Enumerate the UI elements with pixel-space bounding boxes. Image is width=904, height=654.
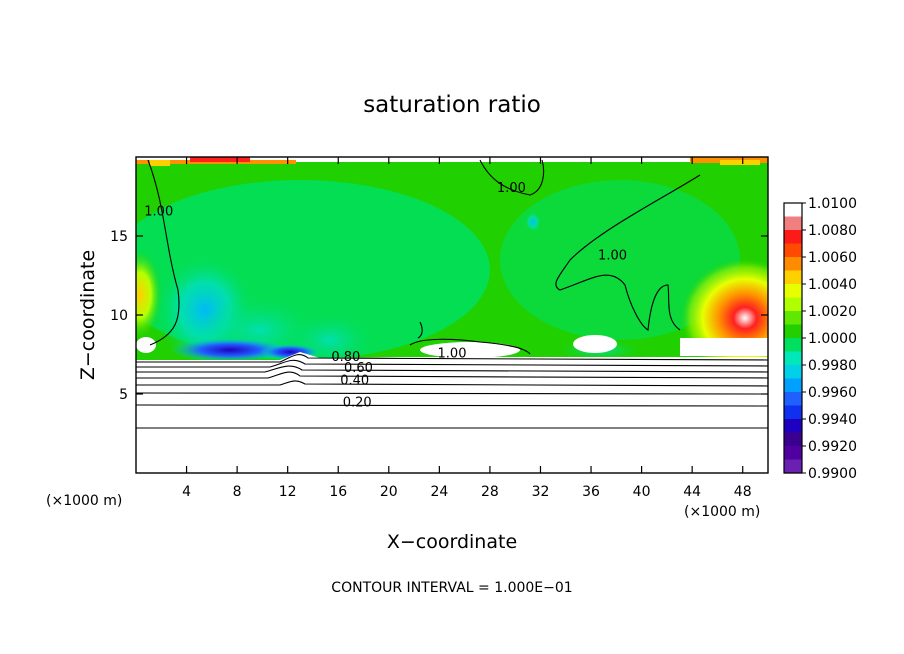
x-tick-label: 48 (734, 484, 752, 500)
colorbar-swatch (784, 284, 802, 299)
contour-label: 0.40 (340, 374, 369, 389)
colorbar-swatch (784, 243, 802, 258)
colorbar-swatch (784, 365, 802, 380)
y-tick-label: 10 (110, 308, 128, 324)
colorbar-swatch (784, 311, 802, 326)
x-unit-right: (×1000 m) (684, 504, 760, 520)
colorbar-swatch (784, 257, 802, 272)
colorbar-label: 0.9960 (808, 385, 857, 401)
colorbar-label: 1.0020 (808, 304, 857, 320)
x-tick-label: 32 (532, 484, 550, 500)
x-tick-label: 40 (633, 484, 651, 500)
colorbar-swatch (784, 324, 802, 339)
x-tick-label: 16 (329, 484, 347, 500)
colorbar-label: 0.9980 (808, 358, 857, 374)
x-tick-label: 44 (683, 484, 701, 500)
colorbar-swatch (784, 351, 802, 366)
colorbar-swatch (784, 203, 802, 218)
colorbar-label: 0.9940 (808, 412, 857, 428)
y-tick-label: 15 (110, 229, 128, 245)
x-tick-label: 24 (430, 484, 448, 500)
x-tick-label: 36 (582, 484, 600, 500)
colorbar-swatch (784, 338, 802, 353)
contour-label: 0.60 (344, 361, 373, 376)
contour-label: 1.00 (598, 249, 627, 264)
x-axis-label: X−coordinate (387, 531, 517, 553)
colorbar-label: 0.9920 (808, 439, 857, 455)
colorbar-label: 1.0000 (808, 331, 857, 347)
saturation-field (136, 157, 768, 473)
x-tick-label: 20 (380, 484, 398, 500)
contour-label: 1.00 (497, 181, 526, 196)
colorbar-swatch (784, 459, 802, 474)
x-tick-label: 12 (279, 484, 297, 500)
x-unit-left: (×1000 m) (46, 493, 122, 509)
colorbar-swatch (784, 378, 802, 393)
colorbar-label: 1.0040 (808, 277, 857, 293)
colorbar-swatch (784, 432, 802, 447)
y-tick-label: 5 (119, 387, 128, 403)
x-tick-label: 4 (182, 484, 191, 500)
colorbar-swatch (784, 297, 802, 312)
y-axis-label: Z−coordinate (77, 250, 99, 380)
contour-label: 0.80 (331, 350, 360, 365)
contour-label: 0.20 (343, 396, 372, 411)
colorbar: 1.0100 1.0080 1.0060 1.0040 1.0020 1.0000 0.99… (783, 196, 857, 482)
contour-label: 1.00 (144, 204, 173, 219)
colorbar-swatch (784, 405, 802, 420)
colorbar-label: 0.9900 (808, 466, 857, 482)
contour-interval-note: CONTOUR INTERVAL = 1.000E−01 (331, 580, 572, 596)
colorbar-swatch (784, 419, 802, 434)
colorbar-swatch (784, 392, 802, 407)
colorbar-label: 1.0100 (808, 196, 857, 212)
colorbar-swatch (784, 216, 802, 231)
colorbar-label: 1.0060 (808, 250, 857, 266)
colorbar-swatch (784, 270, 802, 285)
colorbar-swatch (784, 230, 802, 245)
x-tick-label: 28 (481, 484, 499, 500)
colorbar-swatch (784, 446, 802, 461)
contour-lines (136, 159, 768, 429)
chart-title: saturation ratio (363, 92, 541, 118)
contour-label: 1.00 (438, 347, 467, 362)
colorbar-label: 1.0080 (808, 223, 857, 239)
x-tick-label: 8 (233, 484, 242, 500)
